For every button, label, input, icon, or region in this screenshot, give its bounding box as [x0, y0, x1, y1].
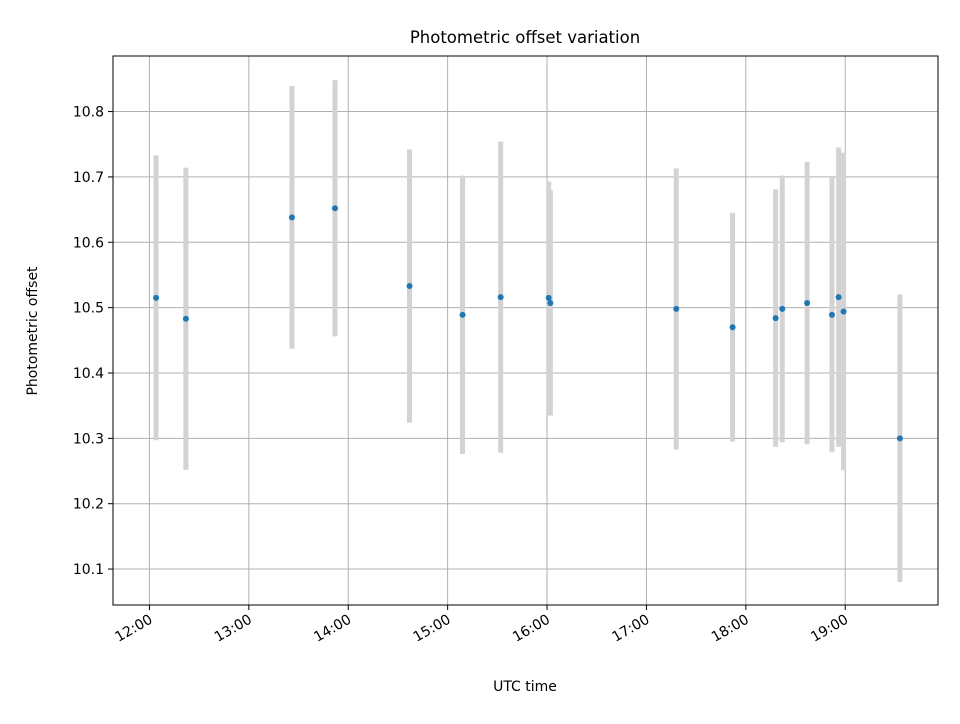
- y-tick-label: 10.3: [73, 431, 104, 447]
- y-tick-label: 10.6: [73, 235, 104, 251]
- y-tick-label: 10.2: [73, 497, 104, 513]
- data-point: [547, 300, 554, 307]
- data-point: [729, 324, 736, 331]
- data-point: [840, 308, 847, 315]
- data-point: [772, 315, 779, 322]
- data-point: [182, 315, 189, 322]
- data-point: [406, 283, 413, 290]
- data-point: [545, 294, 552, 301]
- y-tick-label: 10.5: [73, 301, 104, 317]
- data-points: [153, 205, 903, 442]
- y-axis-ticks: 10.1 10.2 10.3 10.4 10.5 10.6 10.7 10.8: [73, 105, 113, 578]
- y-tick-label: 10.4: [73, 366, 104, 382]
- data-point: [804, 300, 811, 307]
- data-point: [459, 311, 466, 318]
- data-point: [331, 205, 338, 212]
- y-axis-label: Photometric offset: [25, 266, 41, 396]
- chart-title: Photometric offset variation: [410, 28, 640, 47]
- y-tick-label: 10.7: [73, 170, 104, 186]
- data-point: [153, 294, 160, 301]
- data-point: [497, 294, 504, 301]
- y-tick-label: 10.8: [73, 105, 104, 121]
- data-point: [673, 305, 680, 312]
- x-axis-label: UTC time: [493, 679, 557, 695]
- data-point: [288, 214, 295, 221]
- data-point: [835, 294, 842, 301]
- data-point: [779, 305, 786, 312]
- data-point: [896, 435, 903, 442]
- y-tick-label: 10.1: [73, 562, 104, 578]
- data-point: [828, 311, 835, 318]
- axes-frame: [112, 55, 939, 606]
